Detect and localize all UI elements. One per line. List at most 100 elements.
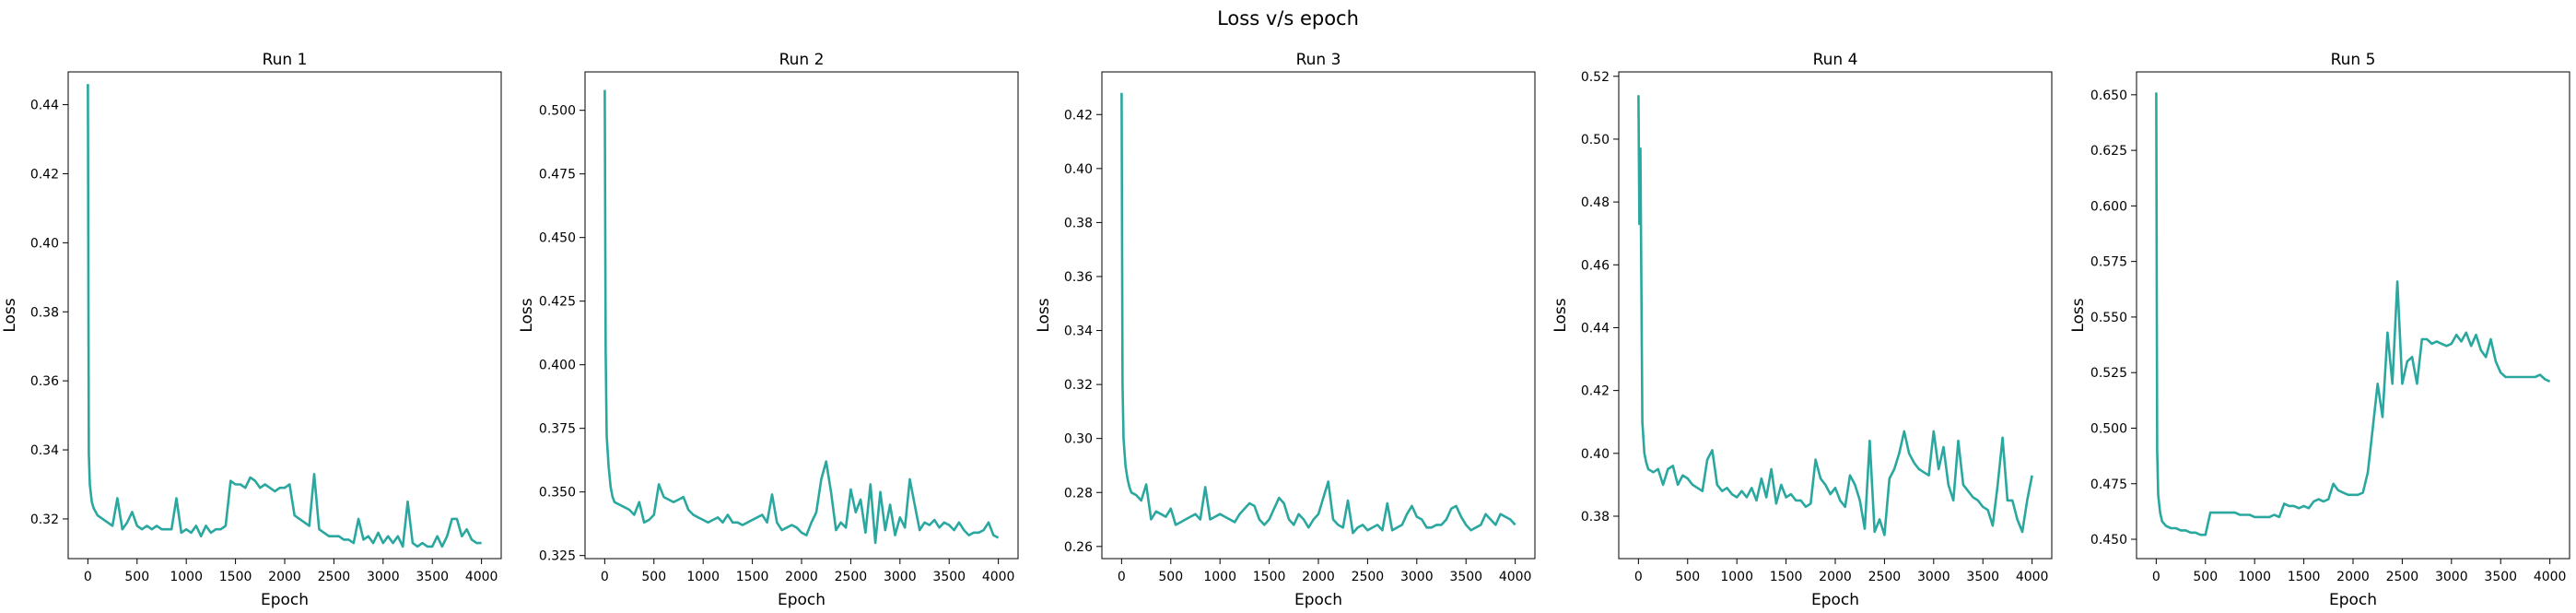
subplot-title: Run 2	[779, 51, 825, 69]
x-tick-label: 2500	[1868, 570, 1902, 584]
x-tick-label: 1000	[2238, 570, 2271, 584]
x-tick-label: 3500	[1449, 570, 1482, 584]
x-tick-label: 2000	[268, 570, 301, 584]
loss-line	[87, 84, 482, 548]
x-tick-label: 4000	[982, 570, 1015, 584]
y-tick-label: 0.600	[2090, 199, 2127, 214]
x-tick-label: 4000	[2534, 570, 2567, 584]
loss-line	[1637, 95, 2033, 536]
y-tick-label: 0.500	[539, 104, 576, 119]
y-tick-label: 0.550	[2090, 311, 2127, 325]
subplot-run-1: 0 500 1000 1500 2000 2500 3000 3500 4000 0.32 0.34…	[1, 51, 502, 609]
loss-line	[1120, 92, 1516, 535]
y-axis-label: Loss	[1, 298, 19, 332]
x-tick-label: 1500	[219, 570, 252, 584]
y-tick-label: 0.34	[1064, 324, 1093, 339]
y-tick-label: 0.40	[1581, 447, 1610, 462]
y-tick-label: 0.52	[1581, 70, 1610, 85]
loss-line	[603, 89, 1000, 545]
x-axis-label: Epoch	[778, 591, 825, 609]
x-tick-label: 500	[641, 570, 666, 584]
y-axis-label: Loss	[518, 298, 536, 332]
x-tick-label: 3500	[416, 570, 449, 584]
x-tick-label: 2000	[2336, 570, 2370, 584]
x-tick-label: 1000	[170, 570, 203, 584]
y-tick-label: 0.42	[30, 167, 59, 182]
y-tick-label: 0.42	[1581, 384, 1610, 399]
y-tick-label: 0.44	[30, 99, 59, 113]
y-tick-label: 0.38	[1581, 510, 1610, 525]
y-tick-label: 0.525	[2090, 366, 2127, 381]
x-tick-label: 3000	[884, 570, 917, 584]
x-tick-label: 4000	[465, 570, 498, 584]
x-tick-label: 500	[1158, 570, 1183, 584]
y-tick-label: 0.40	[1064, 162, 1093, 177]
y-tick-label: 0.400	[539, 359, 576, 373]
y-axis-label: Loss	[1551, 298, 1570, 332]
subplot-run-3: 0 500 1000 1500 2000 2500 3000 3500 4000 0.26 0.28…	[1035, 51, 1536, 609]
x-tick-label: 2500	[318, 570, 351, 584]
x-tick-label: 500	[2193, 570, 2218, 584]
y-axis-label: Loss	[2069, 298, 2088, 332]
y-tick-label: 0.450	[2090, 533, 2127, 548]
x-tick-label: 2500	[1352, 570, 1385, 584]
y-tick-label: 0.36	[1064, 270, 1093, 285]
y-tick-label: 0.575	[2090, 255, 2127, 270]
y-tick-label: 0.48	[1581, 195, 1610, 210]
axes-frame	[1618, 71, 2053, 560]
y-tick-label: 0.42	[1064, 108, 1093, 123]
y-tick-label: 0.36	[30, 374, 59, 389]
x-tick-label: 4000	[2016, 570, 2049, 584]
axes-frame	[2136, 71, 2570, 560]
x-tick-label: 500	[124, 570, 149, 584]
y-tick-label: 0.40	[30, 236, 59, 251]
x-tick-label: 3000	[2435, 570, 2468, 584]
x-tick-label: 0	[601, 570, 609, 584]
y-tick-label: 0.425	[539, 295, 576, 310]
y-tick-label: 0.46	[1581, 258, 1610, 273]
x-tick-label: 3000	[367, 570, 400, 584]
subplot-title: Run 4	[1813, 51, 1858, 69]
x-tick-label: 3500	[932, 570, 966, 584]
y-tick-label: 0.375	[539, 422, 576, 437]
y-tick-label: 0.450	[539, 231, 576, 246]
x-tick-label: 3000	[1917, 570, 1950, 584]
y-tick-label: 0.475	[2090, 477, 2127, 492]
x-tick-label: 3000	[1400, 570, 1434, 584]
subplot-title: Run 3	[1296, 51, 1341, 69]
y-tick-label: 0.26	[1064, 540, 1093, 555]
axes-frame	[584, 71, 1019, 560]
y-tick-label: 0.625	[2090, 144, 2127, 159]
y-tick-label: 0.350	[539, 486, 576, 501]
x-tick-label: 0	[84, 570, 92, 584]
x-axis-label: Epoch	[2329, 591, 2377, 609]
y-tick-label: 0.30	[1064, 432, 1093, 447]
x-tick-label: 0	[2152, 570, 2160, 584]
y-tick-label: 0.650	[2090, 88, 2127, 103]
figure-title: Loss v/s epoch	[1217, 7, 1359, 29]
y-axis-label: Loss	[1035, 298, 1053, 332]
y-tick-label: 0.50	[1581, 133, 1610, 147]
x-tick-label: 3500	[1966, 570, 1999, 584]
x-tick-label: 2000	[1302, 570, 1335, 584]
x-tick-label: 3500	[2484, 570, 2517, 584]
x-tick-label: 0	[1118, 570, 1126, 584]
x-tick-label: 4000	[1499, 570, 1532, 584]
x-tick-label: 1500	[1770, 570, 1803, 584]
x-tick-label: 2500	[835, 570, 868, 584]
x-tick-label: 2000	[1819, 570, 1852, 584]
y-tick-label: 0.32	[1064, 378, 1093, 393]
subplot-title: Run 5	[2331, 51, 2376, 69]
y-tick-label: 0.28	[1064, 486, 1093, 501]
y-tick-label: 0.44	[1581, 321, 1610, 336]
x-tick-label: 1000	[1720, 570, 1753, 584]
subplot-run-4: 0 500 1000 1500 2000 2500 3000 3500 4000 0.38 0.40…	[1551, 51, 2053, 609]
x-tick-label: 0	[1634, 570, 1643, 584]
axes-frame	[1101, 71, 1536, 560]
x-tick-label: 500	[1675, 570, 1700, 584]
subplot-run-5: 0 500 1000 1500 2000 2500 3000 3500 4000 0.450 0.4…	[2069, 51, 2570, 609]
x-tick-label: 2000	[785, 570, 818, 584]
subplot-title: Run 1	[263, 51, 308, 69]
x-tick-label: 1500	[2288, 570, 2321, 584]
